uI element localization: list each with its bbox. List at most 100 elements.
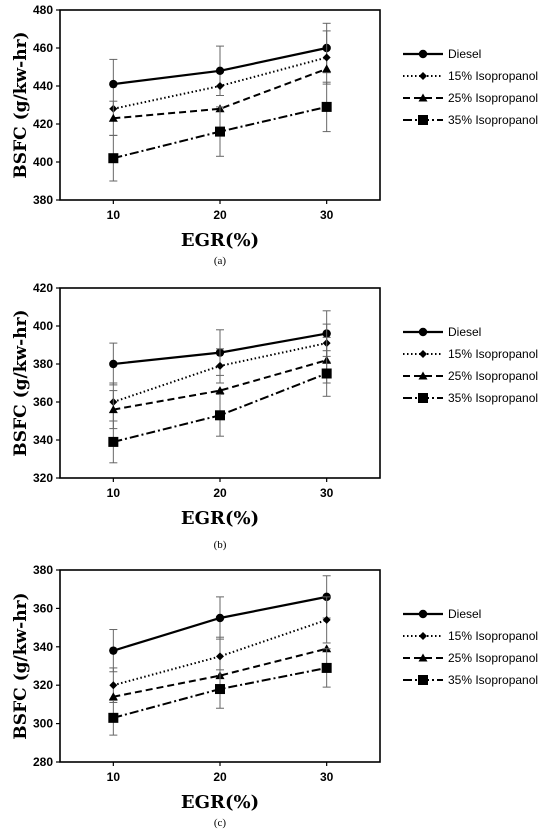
legend-entry: 35% Isopropanol <box>448 673 538 687</box>
x-tick-label: 20 <box>213 770 227 784</box>
y-tick-label: 360 <box>33 601 53 615</box>
legend-swatch-marker <box>418 393 428 403</box>
data-point <box>321 101 332 112</box>
data-point <box>216 652 224 661</box>
legend-entry: Diesel <box>448 325 481 339</box>
x-tick-label: 30 <box>320 208 334 222</box>
data-point <box>215 613 225 623</box>
y-tick-label: 400 <box>33 155 53 169</box>
y-axis-label: BSFC (g/kw-hr) <box>11 592 31 739</box>
data-point <box>215 410 225 421</box>
data-point <box>322 615 331 624</box>
x-tick-label: 20 <box>213 486 227 500</box>
data-point <box>109 681 118 690</box>
x-tick-label: 10 <box>107 208 121 222</box>
legend-entry: 25% Isopropanol <box>448 369 538 383</box>
panel-caption: (b) <box>214 539 227 551</box>
series-line <box>113 359 327 411</box>
data-point <box>215 684 225 695</box>
data-point <box>321 368 332 379</box>
legend-entry: 35% Isopropanol <box>448 391 538 405</box>
x-axis-label: EGR(%) <box>181 230 259 251</box>
series-35-isopropanol <box>108 648 332 736</box>
legend: Diesel 15% Isopropanol 25% Isopropanol 35% … <box>403 607 538 687</box>
data-point <box>322 64 332 73</box>
data-point <box>109 359 118 369</box>
y-tick-label: 340 <box>33 433 53 447</box>
data-point <box>108 436 119 447</box>
y-tick-label: 320 <box>33 678 53 692</box>
data-point <box>215 386 225 395</box>
legend-entry: 15% Isopropanol <box>448 347 538 361</box>
y-tick-label: 440 <box>33 79 53 93</box>
legend-swatch-marker <box>418 675 428 685</box>
y-tick-label: 360 <box>33 395 53 409</box>
chart-panel: 380 400 420 440 460 480 10 20 30 EGR(%) BSFC (g/kw… <box>11 3 538 267</box>
y-tick-label: 420 <box>33 117 53 131</box>
y-tick-label: 340 <box>33 640 53 654</box>
chart-panel: 280 300 320 340 360 380 10 20 30 EGR(%) BSFC (g/kw… <box>11 563 538 829</box>
legend: Diesel 15% Isopropanol 25% Isopropanol 35% … <box>403 325 538 405</box>
legend-entry: 35% Isopropanol <box>448 113 538 127</box>
data-point <box>216 361 224 370</box>
x-axis-label: EGR(%) <box>181 792 259 813</box>
y-axis-label: BSFC (g/kw-hr) <box>11 309 31 456</box>
series-25-isopropanol <box>108 64 332 136</box>
y-tick-label: 480 <box>33 3 53 17</box>
y-tick-label: 280 <box>33 755 53 769</box>
data-point <box>108 692 118 701</box>
y-tick-label: 400 <box>33 319 53 333</box>
legend-entry: Diesel <box>448 47 481 61</box>
data-point <box>216 82 224 90</box>
data-point <box>215 126 225 137</box>
series-line <box>113 67 328 120</box>
x-tick-label: 20 <box>213 208 227 222</box>
x-tick-label: 30 <box>320 770 334 784</box>
y-tick-label: 380 <box>33 357 53 371</box>
data-point <box>322 53 331 62</box>
legend-swatch-marker <box>418 609 428 619</box>
legend-swatch-marker <box>418 371 428 380</box>
data-point <box>108 712 119 723</box>
y-tick-label: 320 <box>33 471 53 485</box>
y-tick-label: 380 <box>33 563 53 577</box>
data-point <box>109 79 118 89</box>
series-line <box>113 647 327 698</box>
x-tick-label: 10 <box>107 486 121 500</box>
legend-entry: 15% Isopropanol <box>448 69 538 83</box>
legend-swatch-marker <box>418 49 428 59</box>
x-axis-label: EGR(%) <box>181 508 259 529</box>
legend-entry: 15% Isopropanol <box>448 629 538 643</box>
y-axis-label: BSFC (g/kw-hr) <box>11 31 31 178</box>
y-tick-label: 380 <box>33 193 53 207</box>
legend-swatch-marker <box>418 93 428 102</box>
series-35-isopropanol <box>108 81 332 182</box>
data-point <box>215 66 225 76</box>
series-15-isopropanol <box>109 30 331 113</box>
legend-swatch-marker <box>419 72 427 80</box>
legend: Diesel 15% Isopropanol 25% Isopropanol 35% … <box>403 47 538 127</box>
legend-swatch-marker <box>418 115 428 125</box>
panel-caption: (a) <box>214 255 227 267</box>
data-point <box>108 405 118 414</box>
data-point <box>109 646 118 655</box>
data-point <box>321 662 332 673</box>
x-tick-label: 30 <box>320 486 334 500</box>
data-point <box>108 113 118 122</box>
legend-swatch-marker <box>419 350 427 358</box>
panel-caption: (c) <box>214 817 227 829</box>
series-35-isopropanol <box>108 350 332 464</box>
legend-entry: 25% Isopropanol <box>448 91 538 105</box>
y-tick-label: 300 <box>33 717 53 731</box>
series-line <box>113 618 327 687</box>
legend-swatch-marker <box>418 653 428 662</box>
y-tick-label: 460 <box>33 41 53 55</box>
data-point <box>108 153 119 164</box>
legend-swatch-marker <box>419 632 427 640</box>
legend-swatch-marker <box>418 327 428 337</box>
legend-entry: Diesel <box>448 607 481 621</box>
y-tick-label: 420 <box>33 281 53 295</box>
legend-entry: 25% Isopropanol <box>448 651 538 665</box>
chart-panel: 320 340 360 380 400 420 10 20 30 EGR(%) BSFC (g/kw… <box>11 281 538 551</box>
